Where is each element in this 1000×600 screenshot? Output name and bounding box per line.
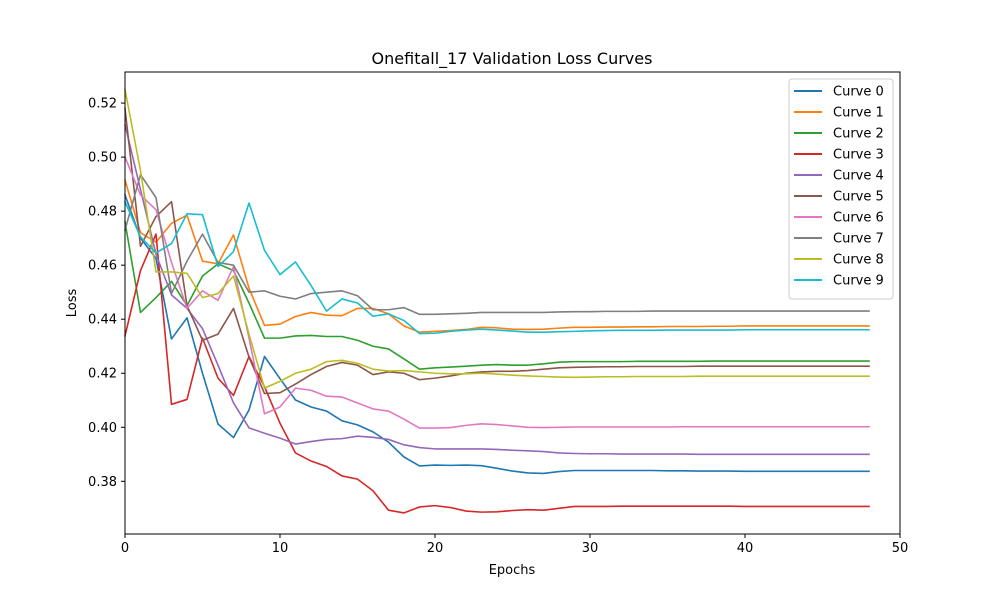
- plot-frame: [124, 71, 901, 535]
- y-tick-label: 0.52: [88, 97, 117, 112]
- chart-title: Onefitall_17 Validation Loss Curves: [372, 49, 653, 69]
- x-axis: 0 10 20 30 40 50: [121, 534, 908, 556]
- series-line-6: [123, 156, 870, 429]
- x-axis-label: Epochs: [489, 563, 536, 578]
- legend: Curve 0 Curve 1 Curve 2 Curve 3 Curve 4 Curve…: [788, 78, 894, 300]
- series-line-0: [123, 193, 870, 475]
- x-tick-label: 50: [892, 541, 909, 556]
- series-line-1: [124, 179, 870, 333]
- legend-label: Curve 9: [833, 274, 884, 289]
- x-tick-label: 30: [582, 541, 599, 556]
- y-tick-label: 0.44: [88, 313, 117, 328]
- y-axis-label: Loss: [65, 289, 80, 318]
- x-tick-label: 20: [427, 541, 444, 556]
- legend-label: Curve 4: [833, 169, 884, 184]
- y-tick-label: 0.42: [88, 367, 117, 382]
- legend-label: Curve 3: [833, 148, 884, 163]
- plot-lines: [123, 88, 870, 514]
- y-tick-label: 0.46: [88, 259, 117, 274]
- legend-label: Curve 5: [833, 190, 884, 205]
- y-tick-label: 0.38: [88, 475, 117, 490]
- legend-label: Curve 2: [833, 127, 884, 142]
- legend-label: Curve 8: [833, 253, 884, 268]
- series-line-8: [124, 88, 870, 389]
- legend-label: Curve 0: [833, 85, 884, 100]
- y-axis: 0.38 0.40 0.42 0.44 0.46 0.48 0.50 0.52: [88, 97, 125, 490]
- y-tick-label: 0.50: [88, 151, 117, 166]
- x-tick-label: 40: [737, 541, 754, 556]
- series-line-4: [124, 123, 870, 456]
- legend-label: Curve 7: [833, 232, 884, 247]
- y-tick-label: 0.48: [88, 205, 117, 220]
- series-line-2: [124, 221, 870, 370]
- legend-label: Curve 6: [833, 211, 884, 226]
- y-tick-label: 0.40: [88, 421, 117, 436]
- x-tick-label: 0: [121, 541, 129, 556]
- x-tick-label: 10: [272, 541, 289, 556]
- series-line-7: [124, 173, 870, 316]
- series-line-9: [123, 200, 870, 335]
- legend-label: Curve 1: [833, 106, 884, 121]
- series-line-5: [124, 107, 870, 395]
